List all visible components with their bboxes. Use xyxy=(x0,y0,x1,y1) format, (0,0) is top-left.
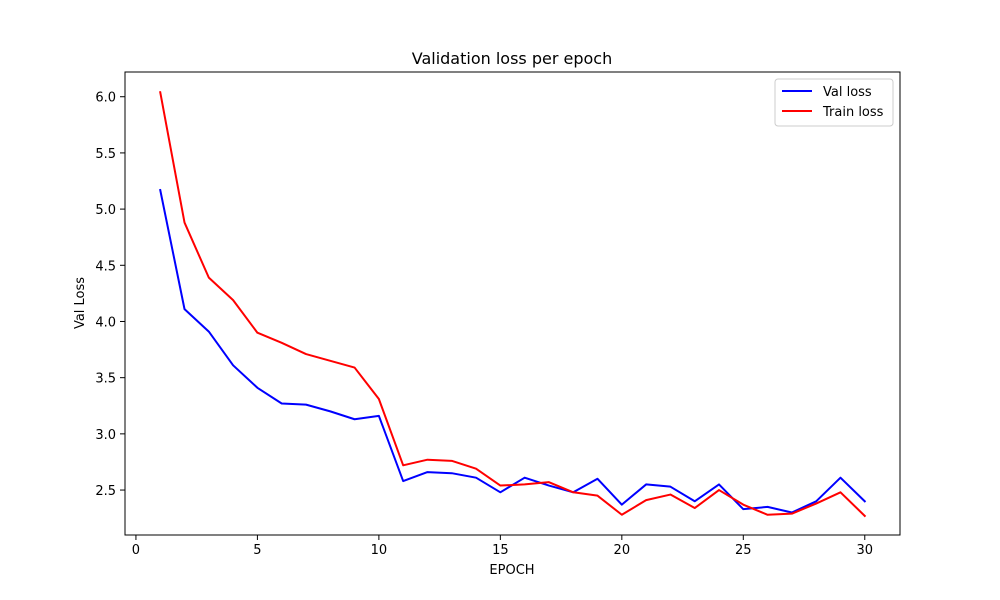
x-axis: 0 5 10 15 20 25 30 xyxy=(132,535,873,558)
series-line-train-loss xyxy=(159,91,867,518)
legend-label-train-loss: Train loss xyxy=(822,105,884,120)
series-layer xyxy=(159,91,867,518)
y-tick-label: 4.5 xyxy=(95,259,116,274)
y-tick-label: 4.0 xyxy=(95,315,116,330)
x-tick-label: 0 xyxy=(132,543,140,558)
legend: Val loss Train loss xyxy=(774,78,894,127)
x-axis-label: EPOCH xyxy=(489,563,534,578)
x-tick-label: 20 xyxy=(614,543,631,558)
plot-area xyxy=(124,71,901,536)
x-tick-label: 5 xyxy=(253,543,261,558)
y-axis: 2.5 3.0 3.5 4.0 4.5 5.0 5.5 6.0 xyxy=(95,91,125,499)
y-axis-label: Val Loss xyxy=(73,277,88,329)
y-tick-label: 6.0 xyxy=(95,91,116,106)
x-tick-label: 30 xyxy=(856,543,873,558)
y-tick-label: 2.5 xyxy=(95,484,116,499)
plot-frame xyxy=(124,71,901,536)
x-tick-label: 25 xyxy=(735,543,752,558)
chart-title: Validation loss per epoch xyxy=(412,49,612,68)
legend-label-val-loss: Val loss xyxy=(823,85,872,100)
y-tick-label: 5.5 xyxy=(95,147,116,162)
y-tick-label: 3.0 xyxy=(95,428,116,443)
x-tick-label: 10 xyxy=(371,543,388,558)
y-tick-label: 5.0 xyxy=(95,203,116,218)
y-tick-label: 3.5 xyxy=(95,372,116,387)
x-tick-label: 15 xyxy=(492,543,509,558)
